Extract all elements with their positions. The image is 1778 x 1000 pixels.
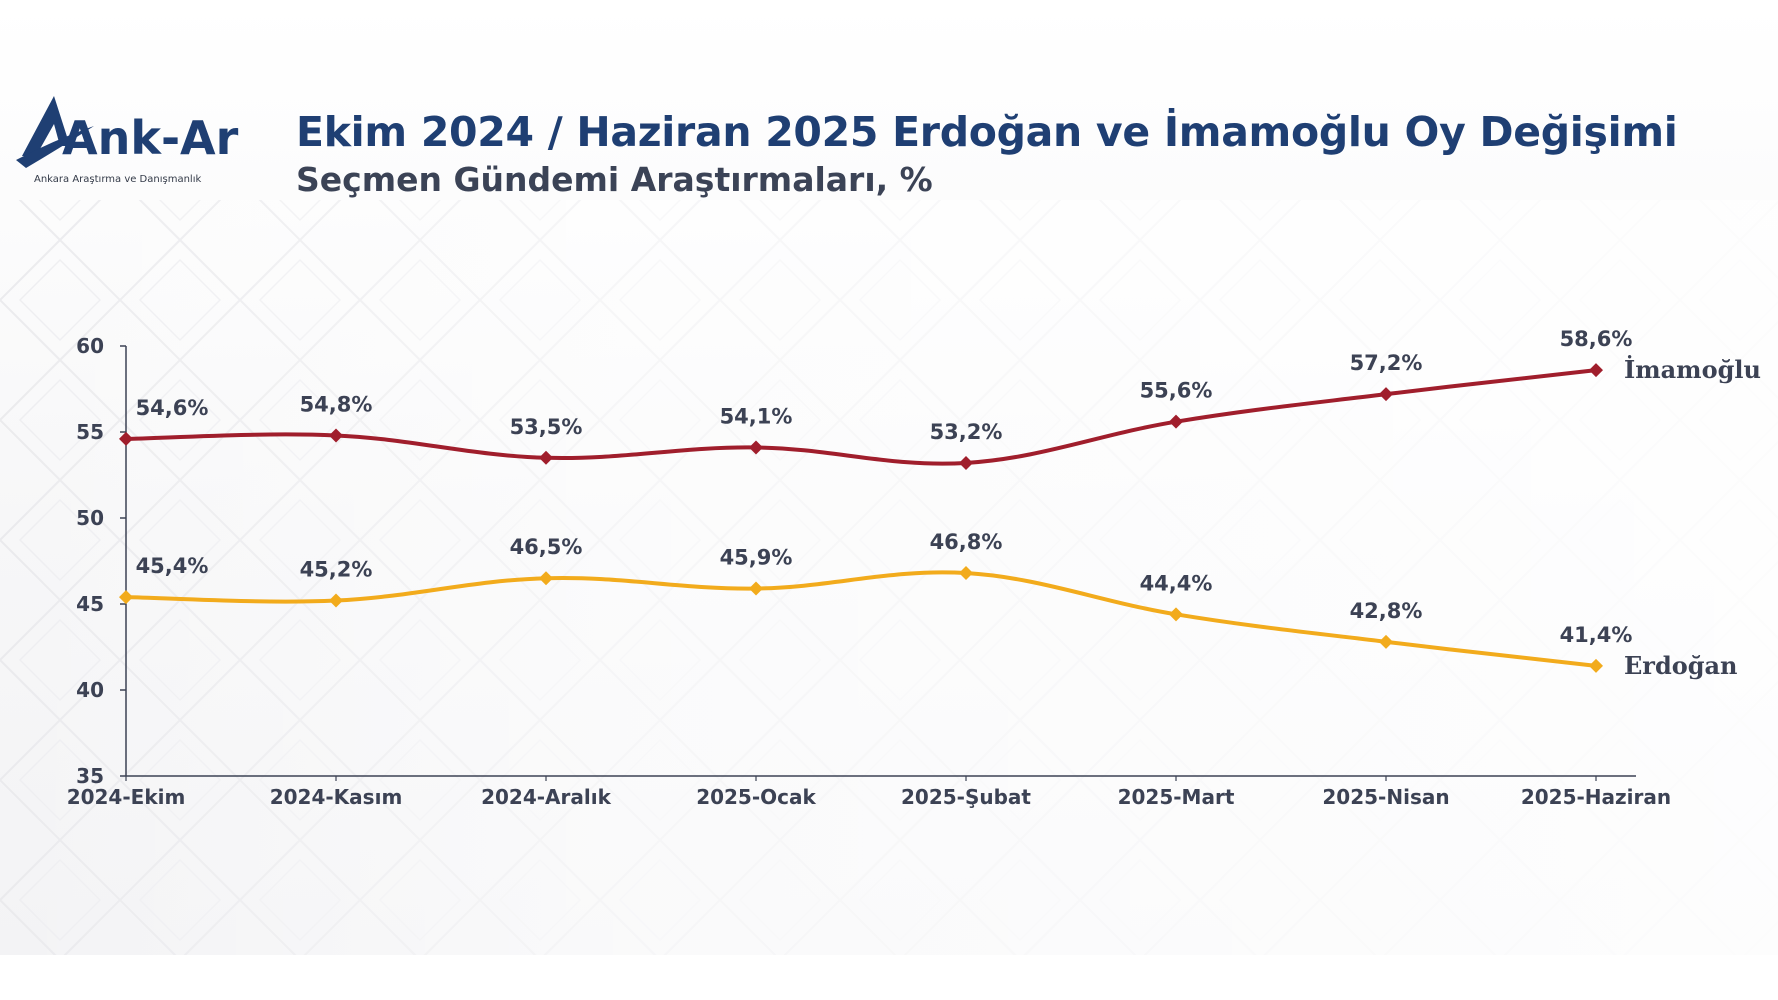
data-point (959, 455, 973, 470)
data-label: 53,5% (510, 415, 583, 439)
data-label: 53,2% (930, 420, 1003, 444)
x-tick-label: 2024-Kasım (270, 785, 403, 809)
data-label: 46,8% (930, 530, 1003, 554)
x-tick-label: 2025-Nisan (1322, 785, 1449, 809)
data-point (1379, 387, 1393, 402)
data-point (329, 593, 343, 608)
background-pattern (0, 200, 1778, 955)
y-tick-label: 40 (76, 678, 104, 702)
data-label: 41,4% (1560, 623, 1633, 647)
logo-subtext: Ankara Araştırma ve Danışmanlık (34, 174, 201, 185)
series-name-0: İmamoğlu (1624, 355, 1761, 384)
x-tick-label: 2025-Ocak (696, 785, 816, 809)
y-tick-label: 55 (76, 420, 104, 444)
chart-subtitle: Seçmen Gündemi Araştırmaları, % (296, 160, 933, 199)
data-point (119, 590, 133, 605)
data-point (1589, 363, 1603, 378)
data-point (539, 450, 553, 465)
data-point (1169, 607, 1183, 622)
series-points (119, 363, 1603, 673)
x-tick-label: 2024-Ekim (67, 785, 186, 809)
data-label: 44,4% (1140, 571, 1213, 595)
data-label: 45,9% (720, 546, 793, 570)
series-name-1: Erdoğan (1624, 651, 1738, 680)
series-line-1 (124, 570, 1598, 668)
data-label: 58,6% (1560, 327, 1633, 351)
series-line-0 (124, 368, 1598, 466)
y-tick-label: 45 (76, 592, 104, 616)
x-tick-label: 2025-Şubat (901, 785, 1031, 809)
data-point (1589, 658, 1603, 673)
x-tick-label: 2025-Haziran (1521, 785, 1671, 809)
series-names: İmamoğlu Erdoğan (1624, 355, 1761, 680)
data-label: 54,8% (300, 392, 373, 416)
data-label: 55,6% (1140, 379, 1213, 403)
data-label: 45,2% (300, 558, 373, 582)
data-point (1169, 414, 1183, 429)
x-tick-label: 2024-Aralık (481, 785, 612, 809)
data-label: 57,2% (1350, 351, 1423, 375)
axes: 35 40 45 50 55 60 2024-Ekim 2024-Kasım 2024-Aral… (67, 334, 1671, 809)
y-tick-label: 60 (76, 334, 104, 358)
logo-text: Ank-Ar (62, 111, 239, 165)
data-label: 42,8% (1350, 599, 1423, 623)
data-point (119, 431, 133, 446)
data-label: 54,1% (720, 404, 793, 428)
y-tick-label: 50 (76, 506, 104, 530)
x-tick-label: 2025-Mart (1118, 785, 1235, 809)
ank-ar-logo: Ank-Ar Ankara Araştırma ve Danışmanlık (16, 96, 239, 185)
data-point (749, 440, 763, 455)
chart-title: Ekim 2024 / Haziran 2025 Erdoğan ve İmam… (296, 108, 1678, 156)
data-label: 54,6% (136, 396, 209, 420)
data-point (749, 581, 763, 596)
data-point (1379, 634, 1393, 649)
data-label: 45,4% (136, 554, 209, 578)
series-lines (124, 368, 1598, 668)
data-point (329, 428, 343, 443)
data-labels: 54,6% 54,8% 53,5% 54,1% 53,2% 55,6% 57,2% 58,6%… (136, 327, 1633, 647)
data-point (539, 571, 553, 586)
data-label: 46,5% (510, 535, 583, 559)
data-point (959, 566, 973, 581)
y-tick-label: 35 (76, 764, 104, 788)
